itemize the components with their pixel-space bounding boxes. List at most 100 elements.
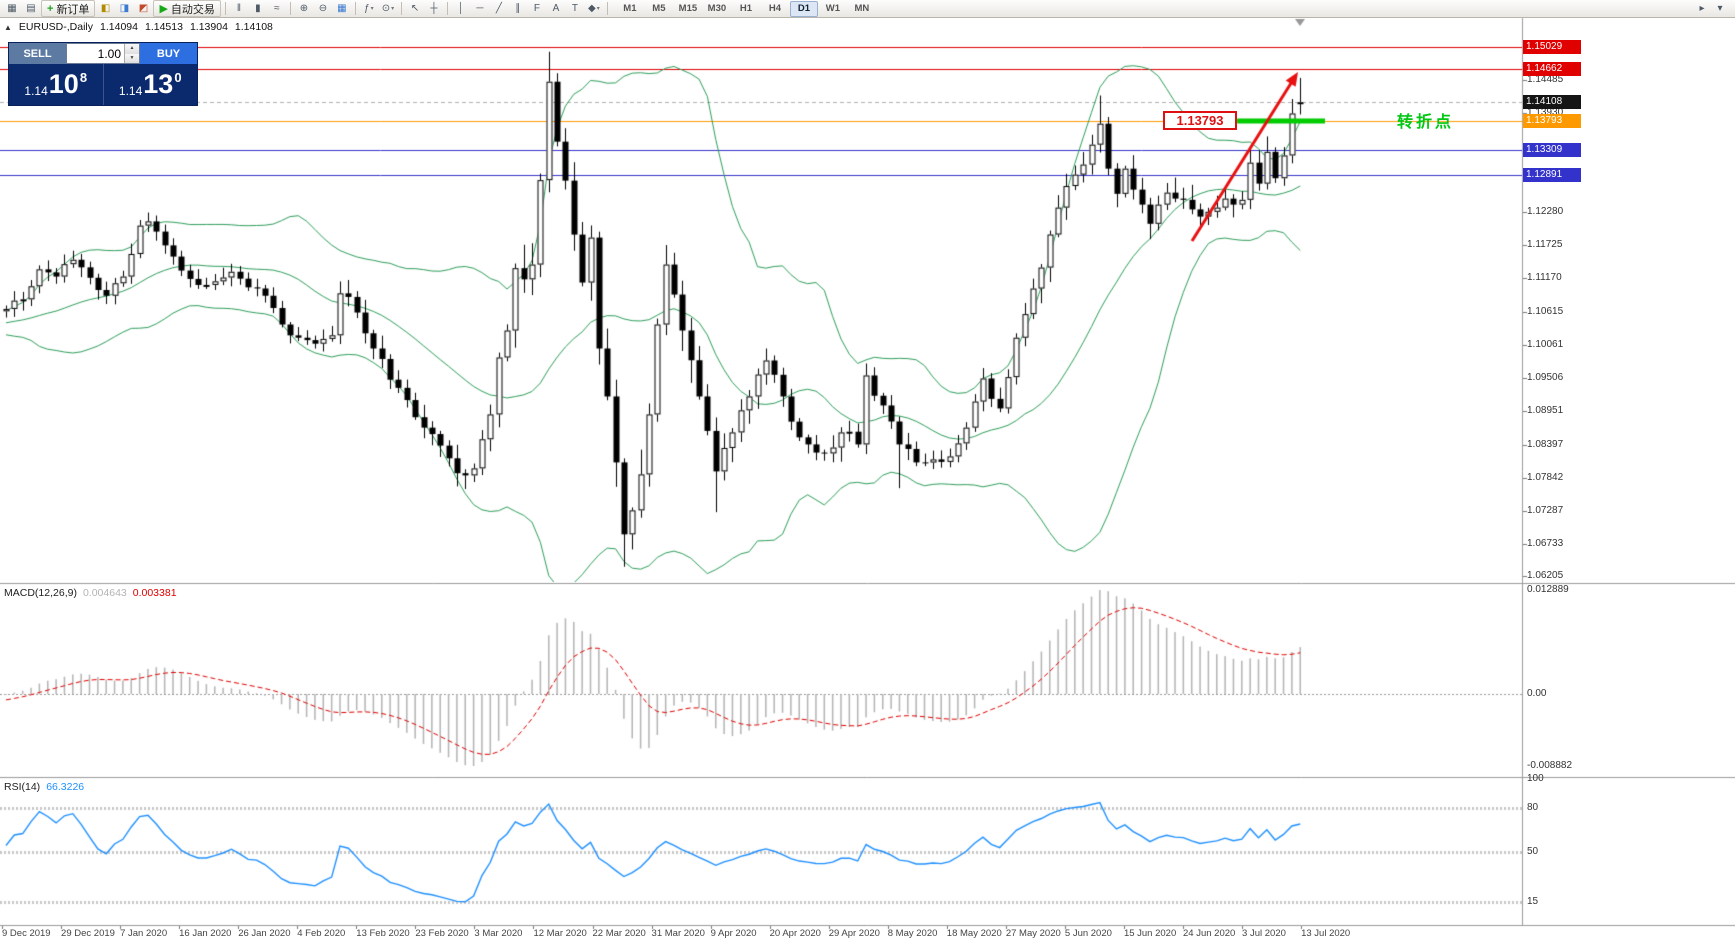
volume-spinner[interactable]: ▲ ▼ — [124, 44, 139, 63]
price-line-badge: 1.15029 — [1523, 40, 1581, 54]
text-label-icon[interactable]: T — [566, 1, 584, 16]
price-level-flag[interactable]: 1.13793 — [1163, 111, 1237, 130]
date-axis-label: 8 May 2020 — [887, 928, 938, 939]
sell-price[interactable]: 1.14 10 8 — [9, 64, 103, 105]
zoom-in-icon[interactable]: ⊕ — [295, 1, 313, 16]
price-tick: 1.11725 — [1527, 239, 1563, 251]
sell-button[interactable]: SELL — [9, 43, 66, 64]
indicators-icon[interactable]: ƒ ▾ — [360, 1, 378, 16]
market-watch-icon[interactable]: ◧ — [96, 1, 114, 16]
text-label-icon: T — [571, 3, 578, 14]
buy-price[interactable]: 1.14 13 0 — [104, 64, 198, 105]
chevron-down-icon: ▾ — [596, 6, 600, 12]
tile-windows-icon[interactable]: ▦ — [333, 1, 351, 16]
candlestick-icon[interactable]: ▮ — [249, 1, 267, 16]
timeframe-d1-button[interactable]: D1 — [789, 0, 818, 17]
volume-value[interactable]: 1.00 — [97, 46, 121, 61]
date-axis-label: 29 Apr 2020 — [828, 928, 880, 939]
toolbar-separator — [289, 2, 291, 15]
timeframe-mn-button[interactable]: MN — [854, 3, 870, 14]
volume-up-icon[interactable]: ▲ — [125, 44, 139, 54]
shapes-icon[interactable]: ◆ ▾ — [585, 1, 603, 16]
trendline-icon[interactable]: ╱ — [490, 1, 508, 16]
zoom-in-icon: ⊕ — [299, 3, 309, 14]
zoom-out-icon: ⊖ — [318, 3, 328, 14]
data-window-icon[interactable]: ◨ — [115, 1, 133, 16]
toolbar-right-group: ▸ ▾ — [1693, 1, 1729, 16]
macd-indicator-label: MACD(12,26,9) 0.004643 0.003381 — [4, 587, 177, 599]
toolbar-options-icon[interactable]: ▾ — [1717, 3, 1723, 14]
price-tick: 1.06733 — [1527, 538, 1564, 550]
toolbar-separator — [400, 2, 402, 15]
date-axis-label: 16 Jan 2020 — [179, 928, 232, 939]
date-axis-label: 26 Jan 2020 — [238, 928, 291, 939]
macd-signal-value: 0.003381 — [132, 587, 177, 599]
chart-symbol-period: EURUSD-,Daily — [18, 21, 94, 33]
shapes-icon: ◆ — [588, 3, 596, 14]
tile-windows-icon: ▦ — [337, 3, 347, 14]
price-line-badge: 1.13309 — [1523, 143, 1581, 158]
rsi-axis-label: 100 — [1527, 773, 1544, 784]
price-line-badge: 1.14662 — [1523, 62, 1581, 76]
rsi-indicator-label: RSI(14) 66.3226 — [4, 781, 84, 793]
price-tick: 1.07287 — [1527, 505, 1564, 517]
toolbar-more-icon[interactable]: ▸ — [1699, 3, 1705, 14]
ohlc-low: 1.13904 — [189, 21, 228, 33]
cursor-icon: ↖ — [410, 3, 420, 14]
fibonacci-icon[interactable]: F — [528, 1, 546, 16]
autotrade-button[interactable]: ▶ 自动交易 — [153, 0, 221, 17]
turning-point-text[interactable]: 转折点 — [1397, 114, 1455, 131]
price-tick: 1.06205 — [1527, 570, 1564, 582]
timeframe-m5-button[interactable]: M5 — [652, 3, 666, 14]
bid-sup: 8 — [79, 70, 88, 85]
timeframe-m30-button[interactable]: M30 — [707, 3, 727, 14]
timeframe-h4-button[interactable]: H4 — [768, 3, 781, 14]
date-axis-label: 13 Feb 2020 — [356, 928, 410, 939]
new-order-button: + — [47, 2, 54, 15]
macd-axis-label: 0.012889 — [1527, 584, 1569, 595]
new-order-button[interactable]: + 新订单 — [41, 0, 96, 17]
date-axis-label: 7 Jan 2020 — [120, 928, 168, 939]
volume-down-icon[interactable]: ▼ — [125, 53, 139, 63]
data-window-icon: ◨ — [119, 3, 130, 14]
channel-icon[interactable]: ∥ — [509, 1, 527, 16]
toolbar-separator — [224, 2, 226, 15]
macd-axis-label: -0.008882 — [1527, 760, 1573, 771]
chevron-down-icon: ▾ — [391, 6, 395, 12]
trade-panel-divider — [102, 64, 104, 105]
vertical-line-icon[interactable]: │ — [452, 1, 470, 16]
toolbar: ▦ ▤ + 新订单 ◧ ◨ ◩ ▶ 自动交易 ‖ ▮ ≈ ⊕ ⊖ ▦ ƒ ▾ ⊙ ▾ ↖ ┼ │ ─ ╱ ∥ F A T ◆ ▾ M1 M5 M… — [0, 0, 1735, 18]
bar-chart-icon[interactable]: ‖ — [230, 1, 248, 16]
timeframe-m15-button[interactable]: M15 — [678, 3, 698, 14]
volume-input[interactable]: 1.00 ▲ ▼ — [66, 43, 140, 64]
new-order-button-label: 新订单 — [56, 3, 90, 16]
timeframe-w1-button[interactable]: W1 — [825, 3, 841, 14]
terminal-icon[interactable]: ◩ — [134, 1, 152, 16]
text-icon[interactable]: A — [547, 1, 565, 16]
timeframes-menu-icon[interactable]: ⊙ ▾ — [379, 1, 397, 16]
date-axis-label: 12 Mar 2020 — [533, 928, 587, 939]
horizontal-line-icon[interactable]: ─ — [471, 1, 489, 16]
crosshair-icon[interactable]: ┼ — [425, 1, 443, 16]
date-axis-label: 20 Apr 2020 — [769, 928, 821, 939]
autotrade-button: ▶ — [159, 3, 168, 15]
timeframe-m1-button[interactable]: M1 — [623, 3, 637, 14]
zoom-out-icon[interactable]: ⊖ — [314, 1, 332, 16]
buy-button[interactable]: BUY — [140, 43, 197, 64]
date-axis-label: 22 Mar 2020 — [592, 928, 646, 939]
date-axis-label: 9 Dec 2019 — [2, 928, 51, 939]
cursor-icon[interactable]: ↖ — [406, 1, 424, 16]
price-tick: 1.08951 — [1527, 405, 1564, 417]
bid-prefix: 1.14 — [24, 84, 48, 98]
autotrade-button-label: 自动交易 — [170, 3, 215, 16]
current-price-badge: 1.14108 — [1523, 95, 1581, 110]
one-click-collapse-icon[interactable]: ▲ — [4, 22, 12, 32]
profiles-icon[interactable]: ▤ — [22, 1, 40, 16]
new-chart-icon[interactable]: ▦ — [3, 1, 21, 16]
line-chart-icon[interactable]: ≈ — [268, 1, 286, 16]
price-tick: 1.14485 — [1527, 73, 1564, 85]
timeframe-h1-button[interactable]: H1 — [739, 3, 752, 14]
new-chart-icon: ▦ — [7, 3, 17, 14]
